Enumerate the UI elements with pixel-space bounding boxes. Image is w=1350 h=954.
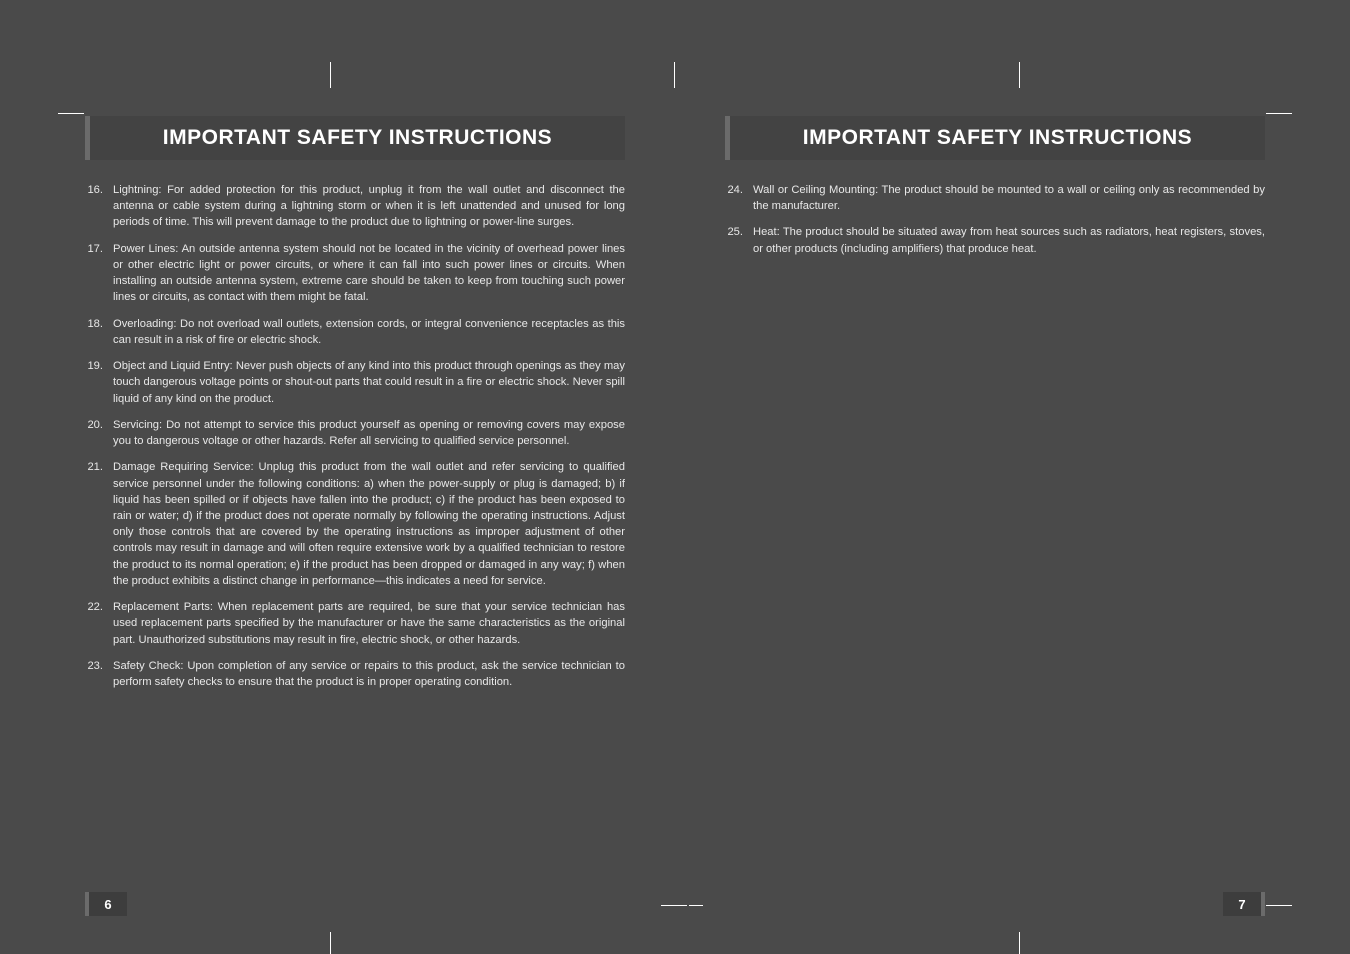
instruction-item: 20.Servicing: Do not attempt to service … <box>85 417 625 449</box>
instruction-item: 17.Power Lines: An outside antenna syste… <box>85 241 625 306</box>
section-header: IMPORTANT SAFETY INSTRUCTIONS <box>85 116 625 160</box>
crop-mark <box>689 905 703 906</box>
item-text: Object and Liquid Entry: Never push obje… <box>113 358 625 407</box>
instruction-item: 23.Safety Check: Upon completion of any … <box>85 658 625 690</box>
item-text: Safety Check: Upon completion of any ser… <box>113 658 625 690</box>
crop-mark <box>1019 932 1020 954</box>
item-number: 25. <box>725 224 753 256</box>
instruction-item: 25.Heat: The product should be situated … <box>725 224 1265 256</box>
item-number: 21. <box>85 459 113 589</box>
left-page: IMPORTANT SAFETY INSTRUCTIONS 16.Lightni… <box>0 0 675 954</box>
crop-mark <box>674 62 675 88</box>
item-text: Servicing: Do not attempt to service thi… <box>113 417 625 449</box>
crop-mark <box>661 905 687 906</box>
section-heading: IMPORTANT SAFETY INSTRUCTIONS <box>730 126 1265 150</box>
item-number: 16. <box>85 182 113 231</box>
item-number: 23. <box>85 658 113 690</box>
item-text: Damage Requiring Service: Unplug this pr… <box>113 459 625 589</box>
instruction-list-left: 16.Lightning: For added protection for t… <box>85 182 625 690</box>
crop-mark <box>1266 113 1292 114</box>
item-text: Overloading: Do not overload wall outlet… <box>113 316 625 348</box>
item-number: 20. <box>85 417 113 449</box>
crop-mark <box>1019 62 1020 88</box>
instruction-list-right: 24.Wall or Ceiling Mounting: The product… <box>725 182 1265 257</box>
instruction-item: 21.Damage Requiring Service: Unplug this… <box>85 459 625 589</box>
section-header: IMPORTANT SAFETY INSTRUCTIONS <box>725 116 1265 160</box>
item-text: Wall or Ceiling Mounting: The product sh… <box>753 182 1265 214</box>
page-number-left: 6 <box>85 892 127 916</box>
right-page: IMPORTANT SAFETY INSTRUCTIONS 24.Wall or… <box>675 0 1350 954</box>
item-number: 24. <box>725 182 753 214</box>
item-text: Lightning: For added protection for this… <box>113 182 625 231</box>
crop-mark <box>58 113 84 114</box>
page-spread: IMPORTANT SAFETY INSTRUCTIONS 16.Lightni… <box>0 0 1350 954</box>
item-text: Power Lines: An outside antenna system s… <box>113 241 625 306</box>
item-text: Replacement Parts: When replacement part… <box>113 599 625 648</box>
instruction-item: 18.Overloading: Do not overload wall out… <box>85 316 625 348</box>
crop-mark <box>330 932 331 954</box>
item-number: 18. <box>85 316 113 348</box>
item-text: Heat: The product should be situated awa… <box>753 224 1265 256</box>
item-number: 17. <box>85 241 113 306</box>
instruction-item: 19.Object and Liquid Entry: Never push o… <box>85 358 625 407</box>
instruction-item: 24.Wall or Ceiling Mounting: The product… <box>725 182 1265 214</box>
instruction-item: 16.Lightning: For added protection for t… <box>85 182 625 231</box>
crop-mark <box>330 62 331 88</box>
crop-mark <box>1266 905 1292 906</box>
instruction-item: 22.Replacement Parts: When replacement p… <box>85 599 625 648</box>
section-heading: IMPORTANT SAFETY INSTRUCTIONS <box>90 126 625 150</box>
page-number-right: 7 <box>1223 892 1265 916</box>
item-number: 19. <box>85 358 113 407</box>
item-number: 22. <box>85 599 113 648</box>
